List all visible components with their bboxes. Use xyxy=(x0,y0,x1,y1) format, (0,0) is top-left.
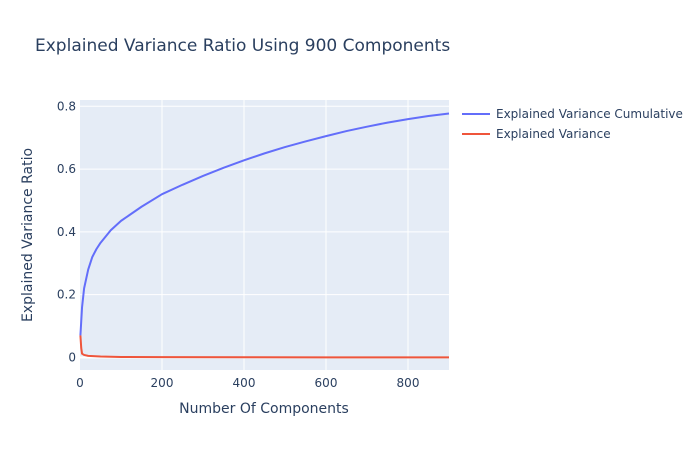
y-tick-label: 0.2 xyxy=(57,288,76,302)
y-tick-label: 0.6 xyxy=(57,162,76,176)
x-tick-label: 600 xyxy=(315,376,338,390)
x-tick-label: 800 xyxy=(397,376,420,390)
legend[interactable]: Explained Variance Cumulative Explained V… xyxy=(462,107,683,141)
series-line-0 xyxy=(79,112,450,336)
y-axis-ticks: 0 0.2 0.4 0.6 0.8 xyxy=(57,99,76,364)
x-tick-label: 200 xyxy=(151,376,174,390)
plot-area xyxy=(80,100,449,370)
y-axis-title: Explained Variance Ratio xyxy=(20,148,36,322)
legend-item-0[interactable]: Explained Variance Cumulative xyxy=(462,107,683,121)
x-axis-ticks: 0 200 400 600 800 xyxy=(76,376,419,390)
x-axis-title: Number Of Components xyxy=(179,401,349,417)
x-tick-label: 400 xyxy=(233,376,256,390)
y-tick-label: 0.4 xyxy=(57,225,76,239)
series-line-1 xyxy=(79,335,450,359)
legend-item-1[interactable]: Explained Variance xyxy=(462,127,611,141)
chart-title: Explained Variance Ratio Using 900 Compo… xyxy=(35,36,450,56)
legend-label: Explained Variance xyxy=(496,127,611,141)
legend-label: Explained Variance Cumulative xyxy=(496,107,683,121)
y-tick-label: 0 xyxy=(68,350,76,364)
series-layer xyxy=(79,112,450,359)
y-tick-label: 0.8 xyxy=(57,99,76,113)
x-tick-label: 0 xyxy=(76,376,84,390)
